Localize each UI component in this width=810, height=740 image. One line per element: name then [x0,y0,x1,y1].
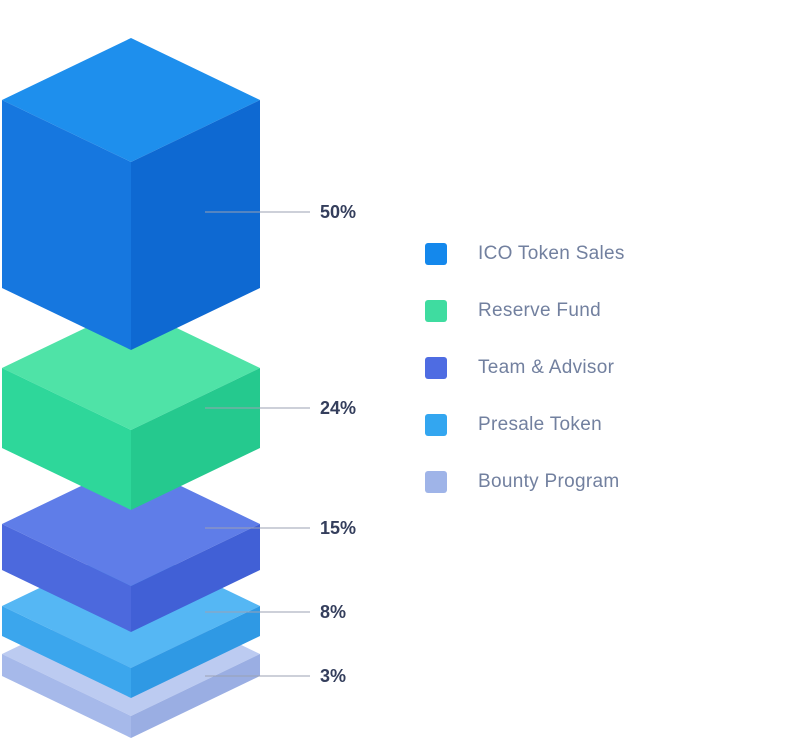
legend-item-bounty-program: Bounty Program [425,470,625,494]
legend: ICO Token Sales Reserve Fund Team & Advi… [425,242,625,527]
percent-label-1: 24% [320,398,356,418]
block-1-left-face [2,368,131,510]
block-3-left-face [2,606,131,698]
legend-swatch [425,414,447,436]
legend-item-presale-token: Presale Token [425,413,625,437]
block-1-right-face [131,368,260,510]
block-2-left-face [2,524,131,632]
block-0-right-face [131,100,260,350]
legend-swatch [425,243,447,265]
legend-label: Reserve Fund [478,300,601,321]
percent-label-3: 8% [320,602,346,622]
legend-item-reserve-fund: Reserve Fund [425,299,625,323]
block-3-right-face [131,606,260,698]
legend-label: ICO Token Sales [478,243,625,264]
percent-label-4: 3% [320,666,346,686]
legend-label: Presale Token [478,414,602,435]
legend-swatch [425,357,447,379]
legend-item-team-advisor: Team & Advisor [425,356,625,380]
legend-label: Bounty Program [478,471,620,492]
percent-label-0: 50% [320,202,356,222]
legend-swatch [425,471,447,493]
block-2-right-face [131,524,260,632]
percent-label-2: 15% [320,518,356,538]
legend-item-ico-token-sales: ICO Token Sales [425,242,625,266]
block-4-left-face [2,654,131,738]
block-0-left-face [2,100,131,350]
block-4-right-face [131,654,260,738]
legend-swatch [425,300,447,322]
legend-label: Team & Advisor [478,357,615,378]
